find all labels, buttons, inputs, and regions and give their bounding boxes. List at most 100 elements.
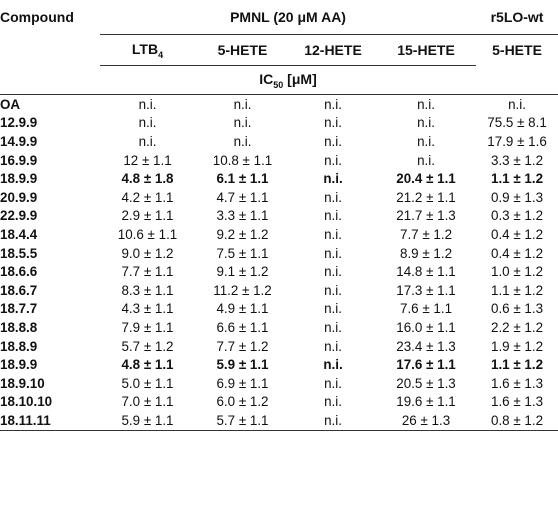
- table-row: 18.9.10 5.0 ± 1.1 6.9 ± 1.1 n.i. 20.5 ± 1.3 1…: [0, 374, 558, 393]
- hete5-value: 4.7 ± 1.1: [216, 189, 269, 205]
- ltb4-value: 9.0 ± 1.2: [121, 245, 174, 261]
- ltb4-sub: 4: [158, 49, 164, 60]
- compound-name: 18.6.6: [0, 264, 38, 280]
- ltb4-value: 12 ± 1.1: [123, 152, 172, 168]
- hete5-value: 6.0 ± 1.2: [216, 394, 269, 410]
- hete5-value: 5.7 ± 1.1: [195, 411, 290, 431]
- hete15-value: 23.4 ± 1.3: [396, 338, 456, 354]
- hete5-value: 7.7 ± 1.2: [216, 338, 269, 354]
- table-row: 22.9.9 2.9 ± 1.1 3.3 ± 1.1 n.i. 21.7 ± 1.3 0.…: [0, 207, 558, 226]
- hete15-value: n.i.: [417, 152, 435, 168]
- hete5-value: 10.8 ± 1.1: [212, 152, 273, 168]
- ltb4-value: 7.9 ± 1.1: [121, 319, 174, 335]
- hete5-value: 6.9 ± 1.1: [216, 375, 269, 391]
- ic-spacer-left: [0, 66, 100, 95]
- hete12-value: n.i.: [324, 375, 342, 391]
- r5lo-hete5-header: 5-HETE: [476, 34, 558, 66]
- compound-name: OA: [0, 96, 21, 112]
- hete12-value: n.i.: [324, 208, 342, 224]
- ltb4-value: 4.2 ± 1.1: [121, 189, 174, 205]
- hete5-value: 6.1 ± 1.1: [216, 171, 269, 187]
- hete15-value: n.i.: [417, 133, 435, 149]
- table-row: 18.9.9 4.8 ± 1.1 5.9 ± 1.1 n.i. 17.6 ± 1.1 1.…: [0, 355, 558, 374]
- compound-name: 18.7.7: [0, 301, 38, 317]
- r5lo-hete5-value: 75.5 ± 8.1: [487, 115, 547, 131]
- table-body: OA n.i. n.i. n.i. n.i. n.i. 12.9.9 n.i. n.i. n.i.…: [0, 94, 558, 431]
- ltb4-value: 5.0 ± 1.1: [121, 375, 174, 391]
- hete12-value: n.i.: [324, 226, 342, 242]
- table-row: OA n.i. n.i. n.i. n.i. n.i.: [0, 94, 558, 114]
- hete5-value: 6.6 ± 1.1: [216, 319, 269, 335]
- hete12-value: n.i.: [290, 411, 376, 431]
- pmnl-group-header: PMNL (20 μM AA): [100, 0, 476, 35]
- table-row: 18.11.11 5.9 ± 1.1 5.7 ± 1.1 n.i. 26 ± 1.3 0.…: [0, 411, 558, 431]
- r5lo-hete5-value: 1.6 ± 1.3: [491, 375, 544, 391]
- ltb4-value: 2.9 ± 1.1: [121, 208, 174, 224]
- ic50-table: Compound PMNL (20 μM AA) r5LO-wt LTB4 5-…: [0, 0, 558, 431]
- hete15-value: n.i.: [417, 115, 435, 131]
- hete5-value: 11.2 ± 1.2: [213, 282, 272, 298]
- hete15-value: 14.8 ± 1.1: [396, 264, 456, 280]
- table-row: 18.6.7 8.3 ± 1.1 11.2 ± 1.2 n.i. 17.3 ± 1.1 1…: [0, 281, 558, 300]
- compound-name: 18.8.9: [0, 338, 38, 354]
- hete5-value: 9.2 ± 1.2: [216, 226, 269, 242]
- hete5-value: 4.9 ± 1.1: [216, 301, 269, 317]
- table-row: 18.8.8 7.9 ± 1.1 6.6 ± 1.1 n.i. 16.0 ± 1.1 2.…: [0, 318, 558, 337]
- hete15-value: 17.3 ± 1.1: [396, 282, 456, 298]
- hete12-value: n.i.: [324, 133, 342, 149]
- hete5-value: 3.3 ± 1.1: [216, 208, 269, 224]
- hete15-value: 19.6 ± 1.1: [396, 394, 456, 410]
- hete15-value: n.i.: [417, 96, 435, 112]
- hete12-value: n.i.: [324, 338, 342, 354]
- hete12-value: n.i.: [324, 189, 342, 205]
- compound-name: 18.6.7: [0, 282, 38, 298]
- compound-name: 18.5.5: [0, 245, 38, 261]
- hete15-header: 15-HETE: [376, 34, 477, 66]
- table-row: 18.7.7 4.3 ± 1.1 4.9 ± 1.1 n.i. 7.6 ± 1.1 0.6…: [0, 300, 558, 319]
- ltb4-value: 5.9 ± 1.1: [100, 411, 195, 431]
- ltb4-value: 4.3 ± 1.1: [121, 301, 174, 317]
- compound-name: 22.9.9: [0, 208, 38, 224]
- r5lo-hete5-value: 1.9 ± 1.2: [491, 338, 544, 354]
- hete5-header: 5-HETE: [195, 34, 290, 66]
- table-row: 12.9.9 n.i. n.i. n.i. n.i. 75.5 ± 8.1: [0, 114, 558, 133]
- pmnl-group-label: PMNL (20 μM AA): [230, 9, 346, 25]
- ltb4-value: 8.3 ± 1.1: [121, 282, 174, 298]
- table-row: 20.9.9 4.2 ± 1.1 4.7 ± 1.1 n.i. 21.2 ± 1.1 0.…: [0, 188, 558, 207]
- compound-name: 18.9.9: [0, 171, 38, 187]
- compound-name: 18.9.10: [0, 375, 45, 391]
- r5lo-hete5-value: 1.1 ± 1.2: [491, 171, 544, 187]
- r5lo-hete5-value: 0.8 ± 1.2: [476, 411, 558, 431]
- compound-name: 20.9.9: [0, 189, 38, 205]
- r5lo-group-label: r5LO-wt: [490, 9, 544, 25]
- ltb4-value: 5.7 ± 1.2: [121, 338, 174, 354]
- ltb4-header: LTB4: [100, 34, 195, 66]
- r5lo-group-header: r5LO-wt: [476, 0, 558, 35]
- r5lo-hete5-value: 0.6 ± 1.3: [491, 301, 544, 317]
- r5lo-hete5-value: 1.0 ± 1.2: [491, 264, 544, 280]
- table-row: 18.6.6 7.7 ± 1.1 9.1 ± 1.2 n.i. 14.8 ± 1.1 1.…: [0, 262, 558, 281]
- table-row: 16.9.9 12 ± 1.1 10.8 ± 1.1 n.i. n.i. 3.3 ± 1.…: [0, 151, 558, 170]
- ltb4-main: LTB: [131, 40, 159, 57]
- ltb4-value: 4.8 ± 1.8: [121, 171, 174, 187]
- hete12-value: n.i.: [324, 319, 342, 335]
- ltb4-value: 10.6 ± 1.1: [117, 226, 178, 242]
- hete12-value: n.i.: [323, 357, 343, 373]
- ic-main: IC: [259, 70, 274, 87]
- ltb4-value: 4.8 ± 1.1: [121, 357, 174, 373]
- ltb4-value: 7.7 ± 1.1: [121, 264, 174, 280]
- table-row: 14.9.9 n.i. n.i. n.i. n.i. 17.9 ± 1.6: [0, 132, 558, 151]
- r5lo-hete5-value: 2.2 ± 1.2: [491, 319, 544, 335]
- hete12-value: n.i.: [323, 171, 343, 187]
- ltb4-value: 7.0 ± 1.1: [121, 394, 174, 410]
- r5lo-hete5-value: 1.6 ± 1.3: [491, 394, 544, 410]
- ltb4-value: n.i.: [138, 96, 157, 112]
- hete15-value: 7.6 ± 1.1: [400, 301, 453, 317]
- compound-name: 16.9.9: [0, 152, 38, 168]
- ic-unit: [μM]: [283, 70, 317, 87]
- hete5-value: n.i.: [233, 133, 252, 149]
- ic50-header: IC50 [μM]: [100, 65, 477, 95]
- r5lo-hete5-value: 0.3 ± 1.2: [491, 208, 544, 224]
- compound-name: 18.10.10: [0, 394, 53, 410]
